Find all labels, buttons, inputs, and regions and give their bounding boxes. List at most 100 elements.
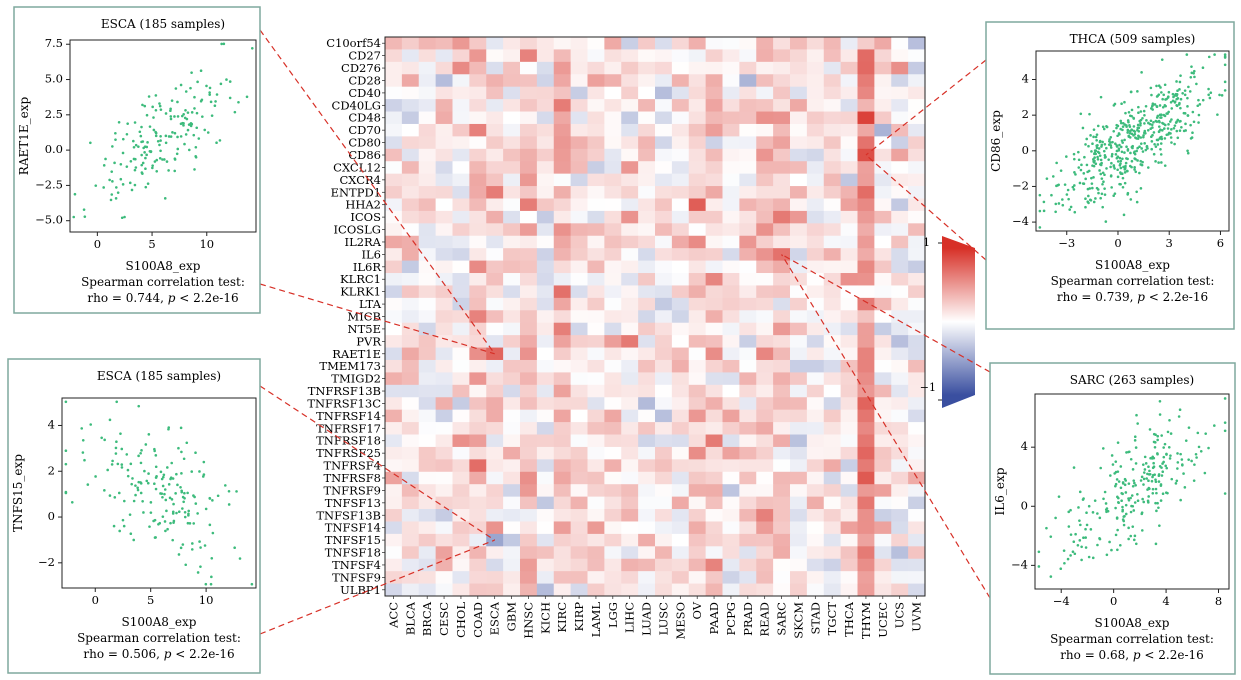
scatter-point — [1176, 89, 1179, 93]
heatmap-cell — [553, 397, 572, 411]
scatter-point — [1120, 491, 1123, 495]
scatter-point — [139, 134, 143, 138]
heatmap-cell — [486, 384, 504, 398]
scatter-point — [1139, 142, 1143, 145]
scatter-point — [1049, 535, 1053, 538]
heatmap-cell — [739, 273, 757, 286]
heatmap-cell — [806, 210, 825, 224]
scatter-point — [210, 114, 214, 117]
heatmap-cell — [857, 235, 875, 249]
heatmap-gene-label: CD276 — [341, 61, 381, 75]
heatmap-cell — [469, 123, 487, 137]
scatter-point — [180, 114, 184, 118]
scatter-point — [1130, 114, 1133, 118]
heatmap-cell — [621, 509, 639, 522]
heatmap-cell — [486, 223, 504, 237]
y-tick-label: −4 — [1011, 557, 1028, 571]
scatter-point — [183, 116, 187, 120]
scatter-point — [1134, 462, 1138, 465]
heatmap-cell — [773, 161, 791, 175]
heatmap-cell — [553, 273, 572, 286]
heatmap-cell — [874, 273, 892, 286]
scatter-point — [1038, 209, 1042, 213]
heatmap-cell — [908, 86, 926, 100]
heatmap-cell — [908, 546, 926, 560]
heatmap-cell — [486, 86, 504, 100]
heatmap-cell — [806, 49, 825, 63]
scatter-point — [1132, 125, 1136, 128]
heatmap-cell — [536, 434, 555, 448]
scatter-point — [1102, 149, 1106, 153]
scatter-points — [1037, 397, 1227, 578]
heatmap-cell — [503, 484, 521, 498]
heatmap-cell — [520, 558, 538, 572]
heatmap-cell — [401, 74, 420, 88]
panel-title: THCA (509 samples) — [1070, 32, 1196, 46]
heatmap-cell — [385, 384, 403, 398]
heatmap-cell — [401, 359, 420, 373]
scatter-point — [1125, 157, 1128, 160]
heatmap-cell — [705, 310, 723, 324]
scatter-point — [1149, 127, 1153, 131]
heatmap-cell — [486, 409, 504, 423]
scatter-point — [1116, 168, 1119, 172]
scatter-point — [1119, 159, 1123, 163]
scatter-point — [1126, 148, 1130, 151]
heatmap-cell — [621, 335, 639, 348]
scatter-point — [1128, 136, 1132, 139]
heatmap-cell — [857, 86, 875, 100]
scatter-point — [175, 511, 178, 515]
heatmap-cell — [503, 61, 521, 75]
heatmap-cell — [671, 273, 690, 286]
heatmap-cell — [756, 372, 774, 386]
heatmap-cancer-label: ESCA — [488, 601, 502, 635]
scatter-point — [120, 466, 124, 469]
scatter-point — [1139, 123, 1142, 127]
heatmap-cell — [536, 37, 555, 50]
scatter-point — [1172, 95, 1175, 99]
heatmap-cell — [520, 74, 538, 88]
scatter-point — [117, 491, 121, 495]
scatter-point — [141, 172, 144, 175]
scatter-point — [1054, 516, 1057, 520]
heatmap-cell — [655, 210, 673, 224]
heatmap-cell — [536, 310, 555, 324]
scatter-point — [1147, 479, 1150, 482]
heatmap-gene-label: CD48 — [348, 111, 381, 125]
scatter-point — [1179, 74, 1182, 77]
heatmap-cell — [773, 123, 791, 137]
heatmap-cell — [435, 384, 453, 398]
scatter-point — [1124, 503, 1128, 507]
heatmap-cancer-label: UCEC — [876, 602, 890, 638]
heatmap-cell — [587, 173, 605, 187]
scatter-point — [126, 468, 130, 472]
scatter-point — [1085, 523, 1089, 527]
heatmap-cell — [655, 61, 673, 75]
heatmap-cell — [435, 297, 453, 311]
heatmap-cell — [401, 397, 420, 411]
scatter-point — [1140, 511, 1144, 514]
heatmap-cell — [638, 546, 656, 560]
heatmap-cell — [756, 409, 774, 423]
scatter-point — [1115, 126, 1118, 130]
scatter-point — [227, 503, 231, 506]
heatmap-cell — [570, 37, 588, 50]
heatmap-cell — [739, 186, 757, 199]
heatmap-cell — [806, 558, 825, 572]
scatter-point — [1148, 122, 1152, 126]
heatmap-cell — [823, 571, 842, 584]
scatter-point — [1197, 445, 1201, 449]
heatmap-cell — [435, 61, 453, 75]
heatmap-cell — [739, 148, 757, 162]
scatter-point — [208, 523, 212, 527]
heatmap-cell — [671, 99, 690, 112]
heatmap-cell — [891, 273, 909, 286]
heatmap-cell — [435, 37, 453, 50]
heatmap-cell — [857, 521, 875, 535]
heatmap-cell — [857, 37, 875, 50]
heatmap-cell — [435, 571, 453, 584]
heatmap-cell — [790, 111, 808, 125]
scatter-point — [103, 438, 106, 442]
heatmap-cell — [790, 359, 808, 373]
scatter-point — [116, 191, 120, 194]
